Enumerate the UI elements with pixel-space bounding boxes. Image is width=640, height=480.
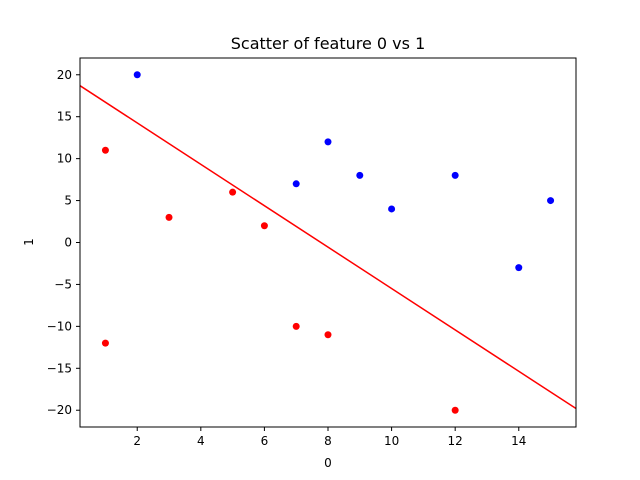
y-tick-label: −10 — [47, 319, 72, 333]
scatter-point — [165, 213, 173, 221]
y-tick-label: 20 — [57, 68, 72, 82]
y-tick-label: 5 — [64, 194, 72, 208]
scatter-point — [292, 322, 300, 330]
scatter-point — [515, 264, 523, 272]
x-tick-label: 12 — [448, 434, 463, 448]
axis-ticks: 2 4 6 8 10 12 14 −20 −15 −10 −5 0 5 10 15 20 — [47, 68, 527, 448]
x-tick-label: 10 — [384, 434, 399, 448]
x-tick-label: 6 — [261, 434, 269, 448]
scatter-point — [229, 188, 237, 196]
y-tick-label: −20 — [47, 403, 72, 417]
scatter-point — [547, 197, 555, 205]
y-tick-label: 0 — [64, 236, 72, 250]
scatter-point — [292, 180, 300, 188]
scatter-point — [356, 171, 364, 179]
scatter-point — [324, 138, 332, 146]
y-tick-label: −5 — [54, 277, 72, 291]
x-axis-label: 0 — [324, 456, 332, 470]
scatter-point — [133, 71, 141, 79]
scatter-point — [388, 205, 396, 213]
plot-area — [80, 71, 576, 414]
scatter-point — [324, 331, 332, 339]
scatter-point — [101, 146, 109, 154]
scatter-point — [451, 406, 459, 414]
scatter-point — [451, 171, 459, 179]
x-tick-label: 2 — [133, 434, 141, 448]
y-axis-label: 1 — [22, 238, 36, 246]
scatter-point — [101, 339, 109, 347]
y-tick-label: 15 — [57, 110, 72, 124]
x-tick-label: 4 — [197, 434, 205, 448]
scatter-point — [260, 222, 268, 230]
x-tick-label: 8 — [324, 434, 332, 448]
x-tick-label: 14 — [511, 434, 526, 448]
regression-line — [80, 85, 576, 410]
y-tick-label: 10 — [57, 152, 72, 166]
plot-frame — [79, 57, 577, 428]
chart-title: Scatter of feature 0 vs 1 — [231, 34, 426, 53]
y-tick-label: −15 — [47, 361, 72, 375]
